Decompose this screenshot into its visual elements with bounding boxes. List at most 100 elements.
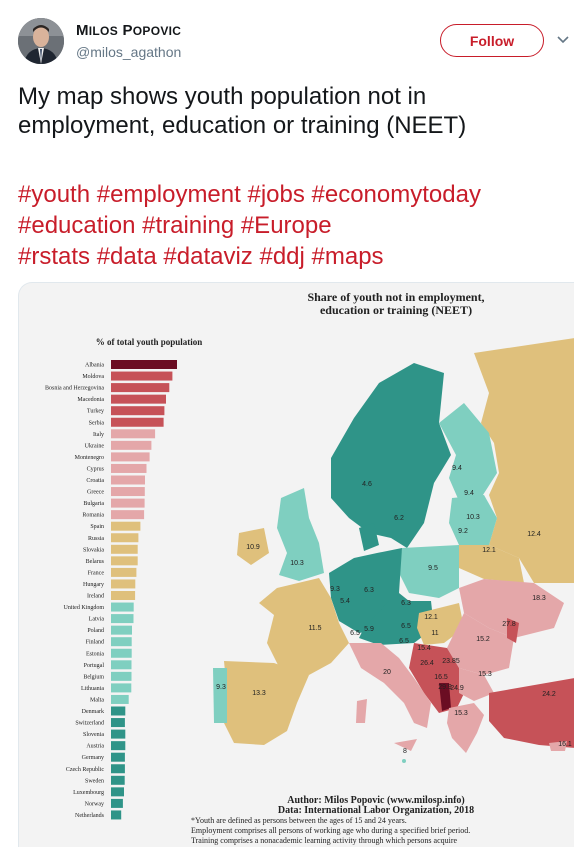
- bar-category-label: Latvia: [89, 617, 105, 623]
- map-value-label: 15.3: [478, 671, 492, 678]
- name-last-rest: opovic: [132, 24, 182, 38]
- bar-category-label: Switzerland: [75, 721, 104, 727]
- bar: [111, 394, 166, 404]
- bar: [111, 417, 164, 427]
- user-handle[interactable]: @milos_agathon: [76, 44, 182, 60]
- bar-category-label: Croatia: [86, 478, 104, 484]
- map-value-label: 4.6: [362, 481, 372, 488]
- hashtag-line[interactable]: #education #training #Europe: [18, 212, 332, 239]
- bar: [111, 591, 136, 600]
- bar-category-label: Austria: [86, 744, 104, 750]
- bar-category-label: Bosnia and Herzegovina: [45, 386, 104, 392]
- region-albania: [439, 683, 451, 711]
- region-ukraine: [459, 579, 564, 638]
- bar: [111, 429, 156, 439]
- bar-category-label: Greece: [87, 490, 104, 496]
- bar-category-label: Lithuania: [81, 686, 104, 692]
- bar-category-label: Denmark: [82, 709, 104, 715]
- name-first-rest: ilos: [88, 24, 118, 38]
- bar-category-label: Spain: [90, 524, 104, 530]
- map-value-label: 20: [383, 669, 391, 676]
- region-balkans: [409, 643, 469, 713]
- bar-category-label: Ukraine: [85, 443, 105, 449]
- map-value-label: 16.5: [434, 674, 448, 681]
- tweet-text: My map shows youth population not in emp…: [18, 83, 467, 139]
- region-scandinavia: [331, 363, 451, 548]
- bar-category-label: Norway: [85, 801, 104, 807]
- map-value-labels: 9.4 4.6 6.2 9.4 10.3 9.2 12.4 10.9 10.3 12.1 9.5 9.…: [216, 465, 572, 755]
- avatar[interactable]: [18, 18, 64, 64]
- region-finland: [439, 403, 497, 501]
- map-value-label: 12.1: [482, 547, 496, 554]
- region-greece: [447, 703, 484, 753]
- hashtag-line[interactable]: #youth #employment #jobs #economytoday: [18, 181, 481, 208]
- bar-chart: Albania Moldova Bosnia and Herzegovina Mace…: [45, 360, 177, 820]
- bar-category-label: Finland: [86, 640, 104, 646]
- bar: [111, 787, 124, 797]
- bar-category-label: Cyprus: [87, 466, 105, 472]
- map-value-label: 6.5: [350, 630, 360, 637]
- bar-category-label: Luxembourg: [73, 790, 104, 796]
- bar: [111, 637, 132, 647]
- bar: [111, 660, 132, 670]
- bar: [111, 625, 132, 635]
- map-value-label: 8: [403, 748, 407, 755]
- map-value-label: 9.4: [452, 465, 462, 472]
- author-line: Author: Milos Popovic (www.milosp.info): [287, 795, 465, 806]
- region-hungary: [417, 603, 464, 645]
- bar: [111, 521, 141, 531]
- europe-map: [213, 338, 574, 763]
- bar-category-label: Ireland: [87, 594, 104, 600]
- map-figure[interactable]: 9.4 4.6 6.2 9.4 10.3 9.2 12.4 10.9 10.3 12.1 9.5 9.…: [18, 282, 574, 847]
- map-value-label: 9.3: [330, 586, 340, 593]
- bar: [111, 510, 145, 520]
- bar: [111, 718, 125, 728]
- bar: [111, 567, 137, 577]
- region-romania: [447, 613, 514, 675]
- region-poland: [399, 545, 459, 598]
- map-value-label: 24.9: [450, 685, 464, 692]
- follow-button[interactable]: Follow: [440, 24, 544, 57]
- bar: [111, 810, 122, 820]
- bar: [111, 498, 145, 508]
- bar: [111, 487, 145, 497]
- bar-category-label: Turkey: [87, 409, 104, 415]
- map-value-label: 5.9: [364, 626, 374, 633]
- bar: [111, 360, 177, 369]
- region-italy: [349, 643, 431, 728]
- bar: [111, 775, 125, 785]
- region-turkey: [489, 678, 574, 748]
- bar: [111, 752, 125, 762]
- region-sardinia: [356, 699, 367, 723]
- bar-category-label: Belgium: [83, 674, 104, 680]
- bar-category-label: Czech Republic: [66, 767, 104, 773]
- note-line: Training comprises a nonacademic learnin…: [191, 836, 458, 845]
- bar-category-label: Slovakia: [83, 547, 104, 553]
- bar-category-label: Montenegro: [75, 455, 104, 461]
- map-value-label: 12.4: [527, 531, 541, 538]
- region-portugal: [213, 668, 227, 723]
- region-uk: [277, 488, 324, 581]
- bar: [111, 798, 123, 808]
- display-name[interactable]: Milos Popovic: [76, 22, 181, 39]
- bar-category-label: Serbia: [89, 420, 105, 426]
- map-value-label: 18.3: [532, 595, 546, 602]
- map-value-label: 6.5: [399, 638, 409, 645]
- region-france: [259, 578, 349, 675]
- chevron-down-icon[interactable]: [556, 33, 570, 47]
- map-value-label: 23.85: [442, 658, 460, 665]
- map-value-label: 15.4: [417, 645, 431, 652]
- bar: [111, 671, 132, 681]
- bar-category-label: Albania: [85, 363, 104, 369]
- hashtag-line[interactable]: #rstats #data #dataviz #ddj #maps: [18, 243, 384, 270]
- region-spain: [224, 661, 309, 745]
- region-denmark: [359, 523, 379, 551]
- map-value-label: 9.3: [216, 684, 226, 691]
- map-value-label: 6.3: [364, 587, 374, 594]
- bar: [111, 556, 138, 566]
- map-value-label: 29.9: [438, 684, 452, 691]
- note-line: Employment comprises all persons of work…: [191, 826, 470, 835]
- map-value-label: 13.3: [252, 690, 266, 697]
- bar-category-label: Macedonia: [77, 397, 104, 403]
- bar-category-label: Malta: [90, 697, 104, 703]
